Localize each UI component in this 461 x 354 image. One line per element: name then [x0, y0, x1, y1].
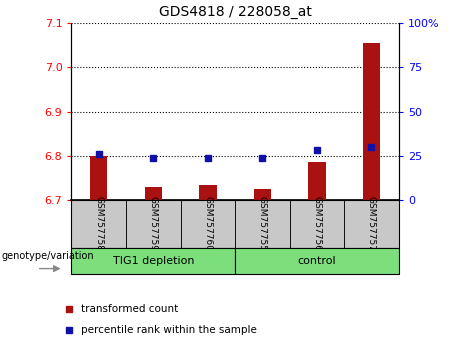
Text: GSM757757: GSM757757: [367, 196, 376, 251]
Bar: [199, 185, 217, 200]
Text: TIG1 depletion: TIG1 depletion: [112, 256, 194, 266]
Text: GSM757758: GSM757758: [94, 196, 103, 251]
Text: genotype/variation: genotype/variation: [1, 251, 94, 261]
Bar: [344, 200, 399, 248]
Bar: [126, 200, 181, 248]
Bar: [181, 200, 235, 248]
Bar: [254, 189, 271, 200]
Text: transformed count: transformed count: [81, 304, 178, 314]
Bar: [71, 248, 235, 274]
Bar: [235, 200, 290, 248]
Bar: [290, 200, 344, 248]
Text: percentile rank within the sample: percentile rank within the sample: [81, 325, 257, 336]
Text: GSM757759: GSM757759: [149, 196, 158, 251]
Bar: [145, 187, 162, 200]
Bar: [308, 162, 325, 200]
Text: GSM757760: GSM757760: [203, 196, 213, 251]
Bar: [363, 43, 380, 200]
Text: GSM757756: GSM757756: [313, 196, 321, 251]
Text: GSM757755: GSM757755: [258, 196, 267, 251]
Bar: [235, 248, 399, 274]
Text: control: control: [298, 256, 336, 266]
Bar: [71, 200, 126, 248]
Bar: [90, 156, 107, 200]
Title: GDS4818 / 228058_at: GDS4818 / 228058_at: [159, 5, 312, 19]
